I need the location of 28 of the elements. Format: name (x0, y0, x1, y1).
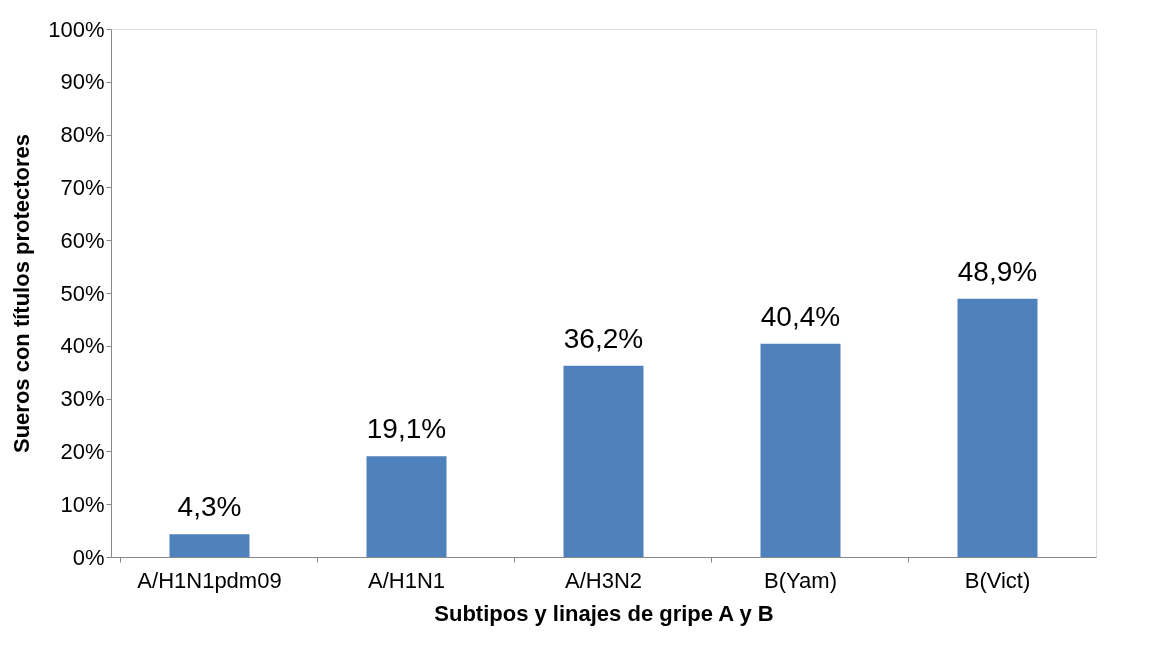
x-tick-label: A/H1N1pdm09 (137, 567, 282, 593)
y-tick-label: 70% (60, 174, 105, 200)
x-tick-label: A/H3N2 (564, 567, 643, 593)
y-tick-label: 20% (60, 438, 105, 464)
y-tick-label: 60% (60, 227, 105, 253)
y-tick-label: 100% (48, 16, 105, 42)
bar (366, 456, 447, 557)
x-axis-title: Subtipos y linajes de gripe A y B (434, 600, 774, 626)
data-label: 40,4% (760, 300, 841, 332)
x-tick-label: B(Vict) (964, 567, 1031, 593)
y-tick-label: 90% (60, 69, 105, 95)
x-tick-label: B(Yam) (764, 567, 837, 593)
data-label: 48,9% (957, 255, 1038, 287)
bar (563, 365, 644, 557)
y-tick-label: 0% (72, 544, 105, 570)
x-tick-label: A/H1N1 (367, 567, 446, 593)
bar (957, 298, 1038, 557)
y-tick-label: 40% (60, 333, 105, 359)
y-tick-label: 10% (60, 491, 105, 517)
data-label: 19,1% (366, 413, 447, 445)
data-label: 36,2% (563, 322, 644, 354)
y-tick-label: 30% (60, 386, 105, 412)
bar (169, 534, 250, 557)
y-tick-label: 50% (60, 280, 105, 306)
bar (760, 343, 841, 557)
data-label: 4,3% (177, 491, 242, 523)
y-axis-title: Sueros con títulos protectores (9, 133, 35, 454)
y-tick-label: 80% (60, 122, 105, 148)
